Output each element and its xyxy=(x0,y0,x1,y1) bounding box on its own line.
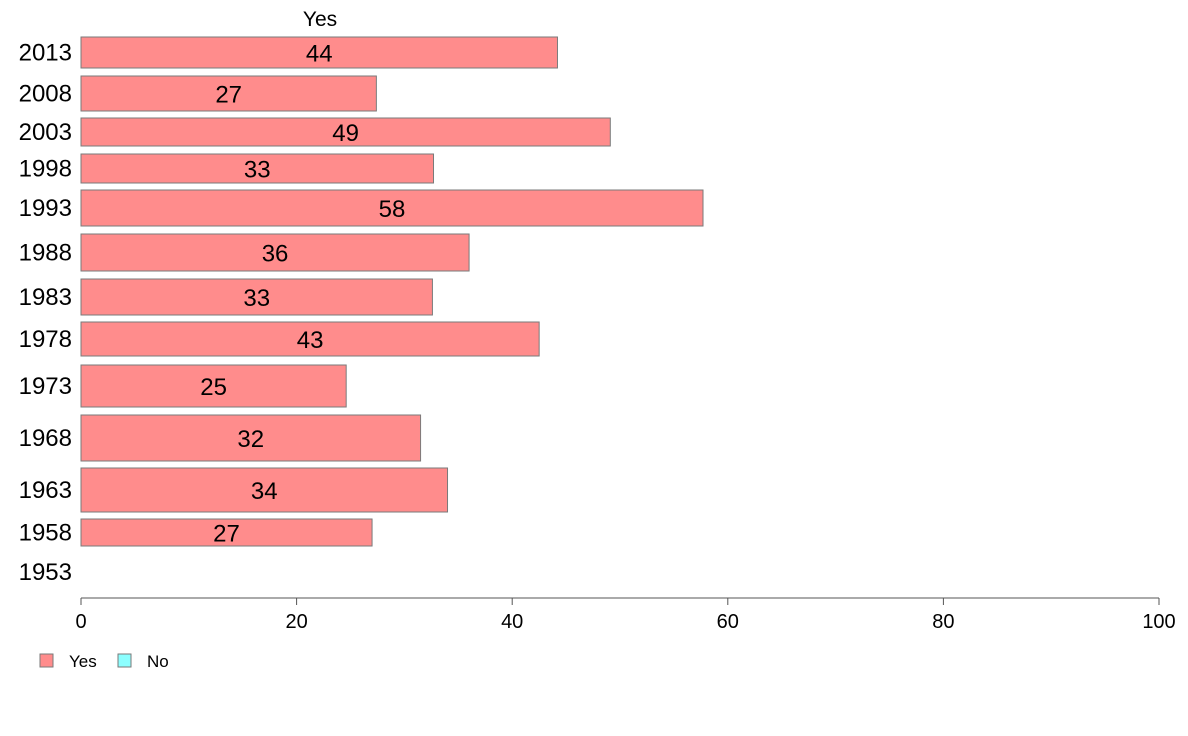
x-tick-label-80: 80 xyxy=(932,611,954,633)
y-tick-label-1998: 1998 xyxy=(19,156,72,183)
value-labels: 44 27 49 33 58 36 33 43 25 32 34 27 xyxy=(200,41,405,548)
y-tick-label-1968: 1968 xyxy=(19,425,72,452)
value-label-1963: 34 xyxy=(251,478,278,505)
value-label-2003: 49 xyxy=(332,120,359,147)
bar-1963 xyxy=(80,467,449,513)
bar-1998 xyxy=(80,153,435,184)
bar-2003 xyxy=(80,117,611,147)
value-label-2013: 44 xyxy=(306,41,333,68)
bar-2013 xyxy=(80,36,558,69)
x-tick-label-20: 20 xyxy=(285,611,307,633)
y-axis-labels: 2013 2008 2003 1998 1993 1988 1983 1978 1973 1968… xyxy=(19,40,72,587)
y-tick-label-1958: 1958 xyxy=(19,520,72,547)
x-tick-label-100: 100 xyxy=(1142,611,1175,633)
value-label-1973: 25 xyxy=(200,374,227,401)
bar-1978 xyxy=(80,321,540,357)
bar-1988 xyxy=(80,233,470,272)
value-label-1988: 36 xyxy=(262,241,289,268)
bar-1993 xyxy=(80,189,704,227)
y-tick-label-1978: 1978 xyxy=(19,326,72,353)
value-label-1993: 58 xyxy=(379,196,406,223)
bars xyxy=(80,36,704,547)
y-tick-label-1983: 1983 xyxy=(19,284,72,311)
value-label-2008: 27 xyxy=(215,82,242,109)
y-tick-label-1973: 1973 xyxy=(19,373,72,400)
y-tick-label-1993: 1993 xyxy=(19,195,72,222)
value-label-1983: 33 xyxy=(243,285,270,312)
x-axis: 0 20 40 60 80 100 xyxy=(75,597,1176,633)
x-tick-label-40: 40 xyxy=(501,611,523,633)
top-label: Yes xyxy=(303,8,337,31)
x-tick-label-0: 0 xyxy=(75,611,86,633)
legend-label-yes: Yes xyxy=(69,652,97,671)
bar-1973 xyxy=(80,364,347,408)
y-tick-label-1963: 1963 xyxy=(19,477,72,504)
legend-swatch-no xyxy=(117,653,132,668)
bar-1983 xyxy=(80,278,433,316)
legend: Yes No xyxy=(39,652,169,671)
y-tick-label-1988: 1988 xyxy=(19,240,72,267)
y-tick-label-2013: 2013 xyxy=(19,40,72,67)
bar-2008 xyxy=(80,75,377,112)
legend-swatch-yes xyxy=(39,653,54,668)
value-label-1968: 32 xyxy=(237,426,264,453)
y-tick-label-2003: 2003 xyxy=(19,119,72,146)
bar-1958 xyxy=(80,518,373,547)
value-label-1958: 27 xyxy=(213,521,240,548)
legend-label-no: No xyxy=(147,652,169,671)
y-tick-label-1953: 1953 xyxy=(19,559,72,586)
y-tick-label-2008: 2008 xyxy=(19,81,72,108)
value-label-1978: 43 xyxy=(297,327,324,354)
bar-1968 xyxy=(80,414,422,462)
value-label-1998: 33 xyxy=(244,157,271,184)
x-tick-label-60: 60 xyxy=(717,611,739,633)
